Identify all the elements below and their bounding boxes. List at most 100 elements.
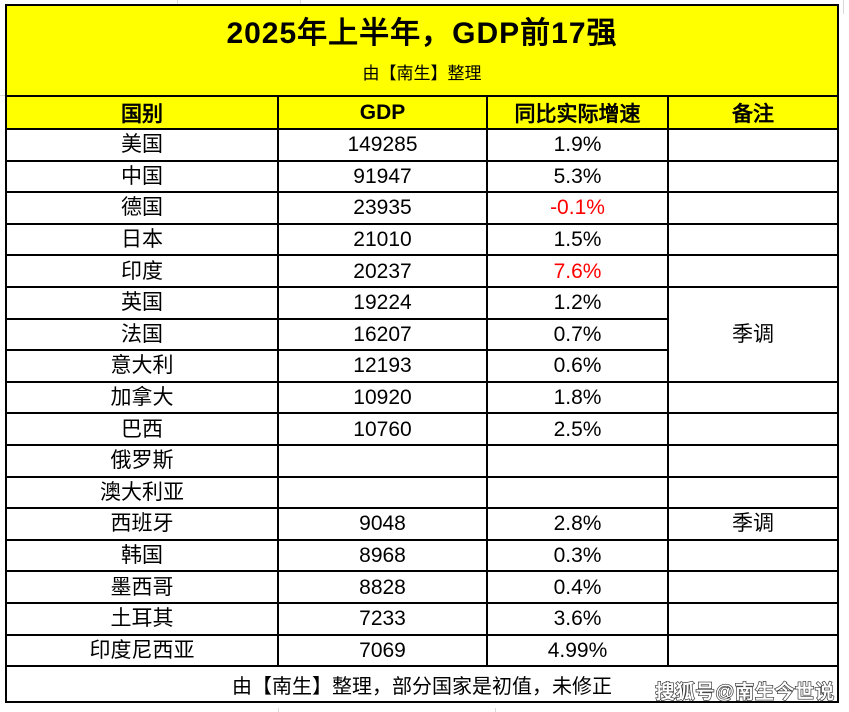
country-cell: 西班牙 — [5, 507, 279, 541]
country-cell: 法国 — [5, 317, 279, 352]
country-cell: 中国 — [5, 159, 279, 194]
gdp-cell: 8968 — [277, 538, 488, 573]
gdp-cell: 20237 — [277, 254, 488, 288]
col-header-growth: 同比实际增速 — [486, 95, 669, 130]
page-subtitle: 由【南生】整理 — [362, 63, 482, 83]
country-cell: 澳大利亚 — [5, 475, 279, 510]
growth-cell: 2.8% — [486, 507, 669, 541]
note-cell — [667, 475, 839, 510]
table-row: 美国 149285 1.9% — [5, 128, 839, 162]
table-row: 韩国 8968 0.3% — [5, 538, 839, 573]
growth-cell — [486, 475, 669, 510]
gdp-cell: 7069 — [277, 633, 488, 668]
note-cell — [667, 601, 839, 636]
table-row: 墨西哥 8828 0.4% — [5, 570, 839, 604]
gridline-stub — [278, 708, 279, 712]
country-cell: 巴西 — [5, 412, 279, 446]
table-row: 英国 19224 1.2% 季调 — [5, 285, 839, 383]
gridline-stub — [300, 0, 301, 4]
gdp-cell — [277, 443, 488, 478]
sohu-watermark: 搜狐号@南生今世说 — [655, 681, 835, 703]
growth-cell — [486, 443, 669, 478]
gdp-cell: 10760 — [277, 412, 488, 446]
growth-cell: 5.3% — [486, 159, 669, 194]
table-row: 印度尼西亚 7069 4.99% — [5, 633, 839, 668]
table-row: 加拿大 10920 1.8% — [5, 380, 839, 415]
growth-cell: 0.6% — [486, 349, 669, 383]
growth-cell: 0.3% — [486, 538, 669, 573]
table-row: 西班牙 9048 2.8% 季调 — [5, 507, 839, 541]
note-cell: 季调 — [667, 507, 839, 541]
country-cell: 意大利 — [5, 349, 279, 383]
title-cell: 2025年上半年，GDP前17强 由【南生】整理 — [5, 4, 839, 97]
country-cell: 韩国 — [5, 538, 279, 573]
growth-cell: -0.1% — [486, 191, 669, 225]
note-cell — [667, 412, 839, 446]
gdp-cell: 7233 — [277, 601, 488, 636]
table-row: 巴西 10760 2.5% — [5, 412, 839, 446]
gdp-cell: 23935 — [277, 191, 488, 225]
gdp-cell: 10920 — [277, 380, 488, 415]
table-row: 日本 21010 1.5% — [5, 222, 839, 257]
gdp-cell: 16207 — [277, 317, 488, 352]
table-row: 土耳其 7233 3.6% — [5, 601, 839, 636]
table-row: 法国 16207 0.7% — [5, 317, 838, 352]
gdp-cell: 91947 — [277, 159, 488, 194]
growth-cell: 0.4% — [486, 570, 669, 604]
footer-row: 由【南生】整理，部分国家是初值，未修正 — [5, 665, 839, 704]
table-header-row: 国别 GDP 同比实际增速 备注 — [5, 95, 839, 130]
growth-cell: 2.5% — [486, 412, 669, 446]
country-cell: 德国 — [5, 191, 279, 225]
col-header-country: 国别 — [5, 95, 279, 130]
country-cell: 加拿大 — [5, 380, 279, 415]
table-row: 德国 23935 -0.1% — [5, 191, 839, 225]
country-cell: 印度 — [5, 254, 279, 288]
table-row: 意大利 12193 0.6% — [5, 349, 838, 383]
page-title: 2025年上半年，GDP前17强 — [226, 17, 618, 51]
table-row: 印度 20237 7.6% — [5, 254, 839, 288]
gdp-cell — [277, 475, 488, 510]
note-cell — [667, 128, 839, 162]
gdp-cell: 12193 — [277, 349, 488, 383]
growth-cell: 3.6% — [486, 601, 669, 636]
gdp-cell: 8828 — [277, 570, 488, 604]
table-row: 俄罗斯 — [5, 443, 839, 478]
note-cell — [667, 380, 839, 415]
gridline-stub — [177, 0, 178, 4]
growth-cell: 1.5% — [486, 222, 669, 257]
gridline-stub — [843, 0, 844, 14]
gdp-table: 2025年上半年，GDP前17强 由【南生】整理 国别 GDP 同比实际增速 备… — [5, 4, 839, 704]
gdp-cell: 21010 — [277, 222, 488, 257]
gdp-cell: 9048 — [277, 507, 488, 541]
note-cell-merged: 季调 — [667, 285, 839, 383]
gdp-cell: 19224 — [277, 285, 488, 320]
country-cell: 俄罗斯 — [5, 443, 279, 478]
gridline-stub — [0, 95, 5, 96]
country-cell: 英国 — [5, 285, 279, 320]
country-cell: 印度尼西亚 — [5, 633, 279, 668]
gdp-cell: 149285 — [277, 128, 488, 162]
note-cell — [667, 254, 839, 288]
growth-cell: 1.9% — [486, 128, 669, 162]
country-cell: 墨西哥 — [5, 570, 279, 604]
growth-cell: 4.99% — [486, 633, 669, 668]
note-cell — [667, 159, 839, 194]
growth-cell: 1.8% — [486, 380, 669, 415]
footer-note: 由【南生】整理，部分国家是初值，未修正 — [5, 665, 839, 704]
col-header-note: 备注 — [667, 95, 839, 130]
note-cell — [667, 443, 839, 478]
title-row: 2025年上半年，GDP前17强 由【南生】整理 — [5, 4, 839, 97]
growth-cell: 1.2% — [486, 285, 669, 320]
country-cell: 美国 — [5, 128, 279, 162]
note-cell — [667, 222, 839, 257]
col-header-gdp: GDP — [277, 95, 488, 130]
growth-cell: 7.6% — [486, 254, 669, 288]
gridline-stub — [495, 708, 496, 712]
table-row: 澳大利亚 — [5, 475, 839, 510]
country-cell: 日本 — [5, 222, 279, 257]
note-cell — [667, 191, 839, 225]
note-cell — [667, 570, 839, 604]
note-cell — [667, 538, 839, 573]
table-row: 中国 91947 5.3% — [5, 159, 839, 194]
